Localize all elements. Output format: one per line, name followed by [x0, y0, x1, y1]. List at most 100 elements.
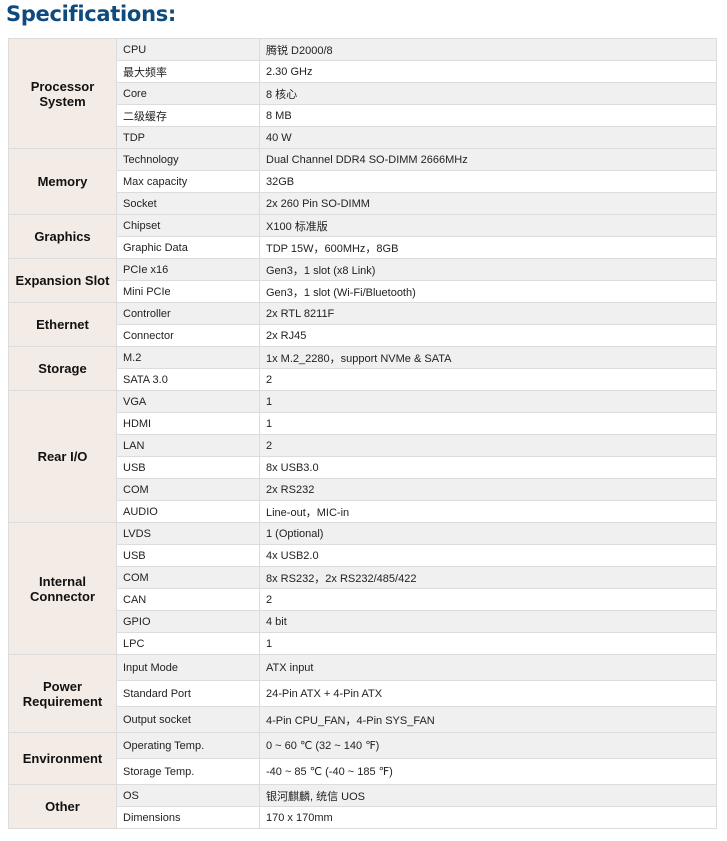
- spec-name-cell: PCIe x16: [116, 258, 260, 281]
- table-row: COM 2x RS232: [9, 478, 717, 501]
- table-row: 最大频率 2.30 GHz: [9, 60, 717, 83]
- table-row: Core 8 核心: [9, 82, 717, 105]
- spec-name-cell: GPIO: [116, 610, 260, 633]
- spec-name-cell: Dimensions: [116, 806, 260, 829]
- spec-value-cell: Gen3，1 slot (x8 Link): [259, 258, 717, 281]
- spec-value-cell: 银河麒麟, 统信 UOS: [259, 784, 717, 807]
- spec-value-cell: Line-out，MIC-in: [259, 500, 717, 523]
- spec-value-cell: 2x 260 Pin SO-DIMM: [259, 192, 717, 215]
- table-row: Standard Port 24-Pin ATX + 4-Pin ATX: [9, 680, 717, 707]
- spec-name-cell: Chipset: [116, 214, 260, 237]
- category-cell: Internal Connector: [8, 522, 117, 655]
- table-row: USB 4x USB2.0: [9, 544, 717, 567]
- spec-name-cell: Mini PCIe: [116, 280, 260, 303]
- table-row: CAN 2: [9, 588, 717, 611]
- spec-name-cell: LVDS: [116, 522, 260, 545]
- category-cell: Power Requirement: [8, 654, 117, 733]
- spec-name-cell: 二级缓存: [116, 104, 260, 127]
- table-row: 二级缓存 8 MB: [9, 104, 717, 127]
- spec-value-cell: 4x USB2.0: [259, 544, 717, 567]
- table-row: Storage M.2 1x M.2_2280，support NVMe & SAT…: [8, 346, 717, 391]
- spec-name-cell: 最大频率: [116, 60, 260, 83]
- spec-value-cell: 2: [259, 368, 717, 391]
- table-row: Expansion Slot PCIe x16 Gen3，1 slot (x8 Li…: [8, 258, 717, 303]
- page-title: Specifications:: [6, 2, 177, 26]
- spec-name-cell: TDP: [116, 126, 260, 149]
- spec-value-cell: 1: [259, 412, 717, 435]
- table-row: Graphic Data TDP 15W，600MHz，8GB: [9, 236, 717, 259]
- category-cell: Expansion Slot: [8, 258, 117, 303]
- table-row: Memory Technology Dual Channel DDR4 SO-DIM…: [8, 148, 717, 215]
- table-row: Dimensions 170 x 170mm: [9, 806, 717, 829]
- spec-value-cell: 腾锐 D2000/8: [259, 38, 717, 61]
- spec-name-cell: CAN: [116, 588, 260, 611]
- table-row: Max capacity 32GB: [9, 170, 717, 193]
- table-row: Environment Operating Temp. 0 ~ 60 ℃ (32 ~…: [8, 732, 717, 785]
- spec-name-cell: M.2: [116, 346, 260, 369]
- table-row: GPIO 4 bit: [9, 610, 717, 633]
- spec-value-cell: 170 x 170mm: [259, 806, 717, 829]
- table-row: USB 8x USB3.0: [9, 456, 717, 479]
- spec-name-cell: Core: [116, 82, 260, 105]
- spec-name-cell: HDMI: [116, 412, 260, 435]
- category-cell: Environment: [8, 732, 117, 785]
- spec-name-cell: Connector: [116, 324, 260, 347]
- spec-value-cell: 1: [259, 390, 717, 413]
- spec-name-cell: Max capacity: [116, 170, 260, 193]
- spec-value-cell: ATX input: [259, 654, 717, 681]
- category-cell: Rear I/O: [8, 390, 117, 523]
- table-row: SATA 3.0 2: [9, 368, 717, 391]
- spec-value-cell: 2x RTL 8211F: [259, 302, 717, 325]
- category-cell: Other: [8, 784, 117, 829]
- spec-value-cell: 4 bit: [259, 610, 717, 633]
- spec-value-cell: 2.30 GHz: [259, 60, 717, 83]
- spec-value-cell: 2x RJ45: [259, 324, 717, 347]
- table-row: Rear I/O VGA 1: [8, 390, 717, 523]
- category-cell: Storage: [8, 346, 117, 391]
- spec-name-cell: OS: [116, 784, 260, 807]
- table-row: Graphics Chipset X100 标准版: [8, 214, 717, 259]
- spec-name-cell: CPU: [116, 38, 260, 61]
- table-row: Internal Connector LVDS 1 (Optional): [8, 522, 717, 655]
- spec-name-cell: VGA: [116, 390, 260, 413]
- spec-name-cell: Output socket: [116, 706, 260, 733]
- spec-value-cell: 8x RS232，2x RS232/485/422: [259, 566, 717, 589]
- spec-value-cell: Gen3，1 slot (Wi-Fi/Bluetooth): [259, 280, 717, 303]
- spec-value-cell: X100 标准版: [259, 214, 717, 237]
- spec-name-cell: Operating Temp.: [116, 732, 260, 759]
- spec-value-cell: 4-Pin CPU_FAN，4-Pin SYS_FAN: [259, 706, 717, 733]
- spec-value-cell: 2x RS232: [259, 478, 717, 501]
- spec-name-cell: USB: [116, 456, 260, 479]
- spec-value-cell: 8x USB3.0: [259, 456, 717, 479]
- table-row: Other OS 银河麒麟, 统信 UOS: [8, 784, 717, 829]
- table-row: HDMI 1: [9, 412, 717, 435]
- spec-name-cell: COM: [116, 566, 260, 589]
- spec-value-cell: 0 ~ 60 ℃ (32 ~ 140 ℉): [259, 732, 717, 759]
- category-cell: Ethernet: [8, 302, 117, 347]
- spec-value-cell: 8 核心: [259, 82, 717, 105]
- spec-value-cell: 1x M.2_2280，support NVMe & SATA: [259, 346, 717, 369]
- table-row: LPC 1: [9, 632, 717, 655]
- spec-value-cell: 32GB: [259, 170, 717, 193]
- spec-name-cell: USB: [116, 544, 260, 567]
- spec-value-cell: 2: [259, 588, 717, 611]
- spec-name-cell: Technology: [116, 148, 260, 171]
- table-row: Ethernet Controller 2x RTL 8211F: [8, 302, 717, 347]
- spec-name-cell: Standard Port: [116, 680, 260, 707]
- spec-value-cell: 2: [259, 434, 717, 457]
- spec-value-cell: -40 ~ 85 ℃ (-40 ~ 185 ℉): [259, 758, 717, 785]
- table-row: Storage Temp. -40 ~ 85 ℃ (-40 ~ 185 ℉): [9, 758, 717, 785]
- spec-name-cell: LAN: [116, 434, 260, 457]
- table-row: LAN 2: [9, 434, 717, 457]
- table-row: Power Requirement Input Mode ATX input: [8, 654, 717, 733]
- spec-value-cell: 8 MB: [259, 104, 717, 127]
- spec-value-cell: 40 W: [259, 126, 717, 149]
- spec-value-cell: 24-Pin ATX + 4-Pin ATX: [259, 680, 717, 707]
- spec-name-cell: SATA 3.0: [116, 368, 260, 391]
- category-cell: Graphics: [8, 214, 117, 259]
- spec-name-cell: Graphic Data: [116, 236, 260, 259]
- spec-name-cell: Storage Temp.: [116, 758, 260, 785]
- table-row: Processor System CPU 腾锐 D2000/8: [8, 38, 717, 149]
- spec-name-cell: Socket: [116, 192, 260, 215]
- table-row: COM 8x RS232，2x RS232/485/422: [9, 566, 717, 589]
